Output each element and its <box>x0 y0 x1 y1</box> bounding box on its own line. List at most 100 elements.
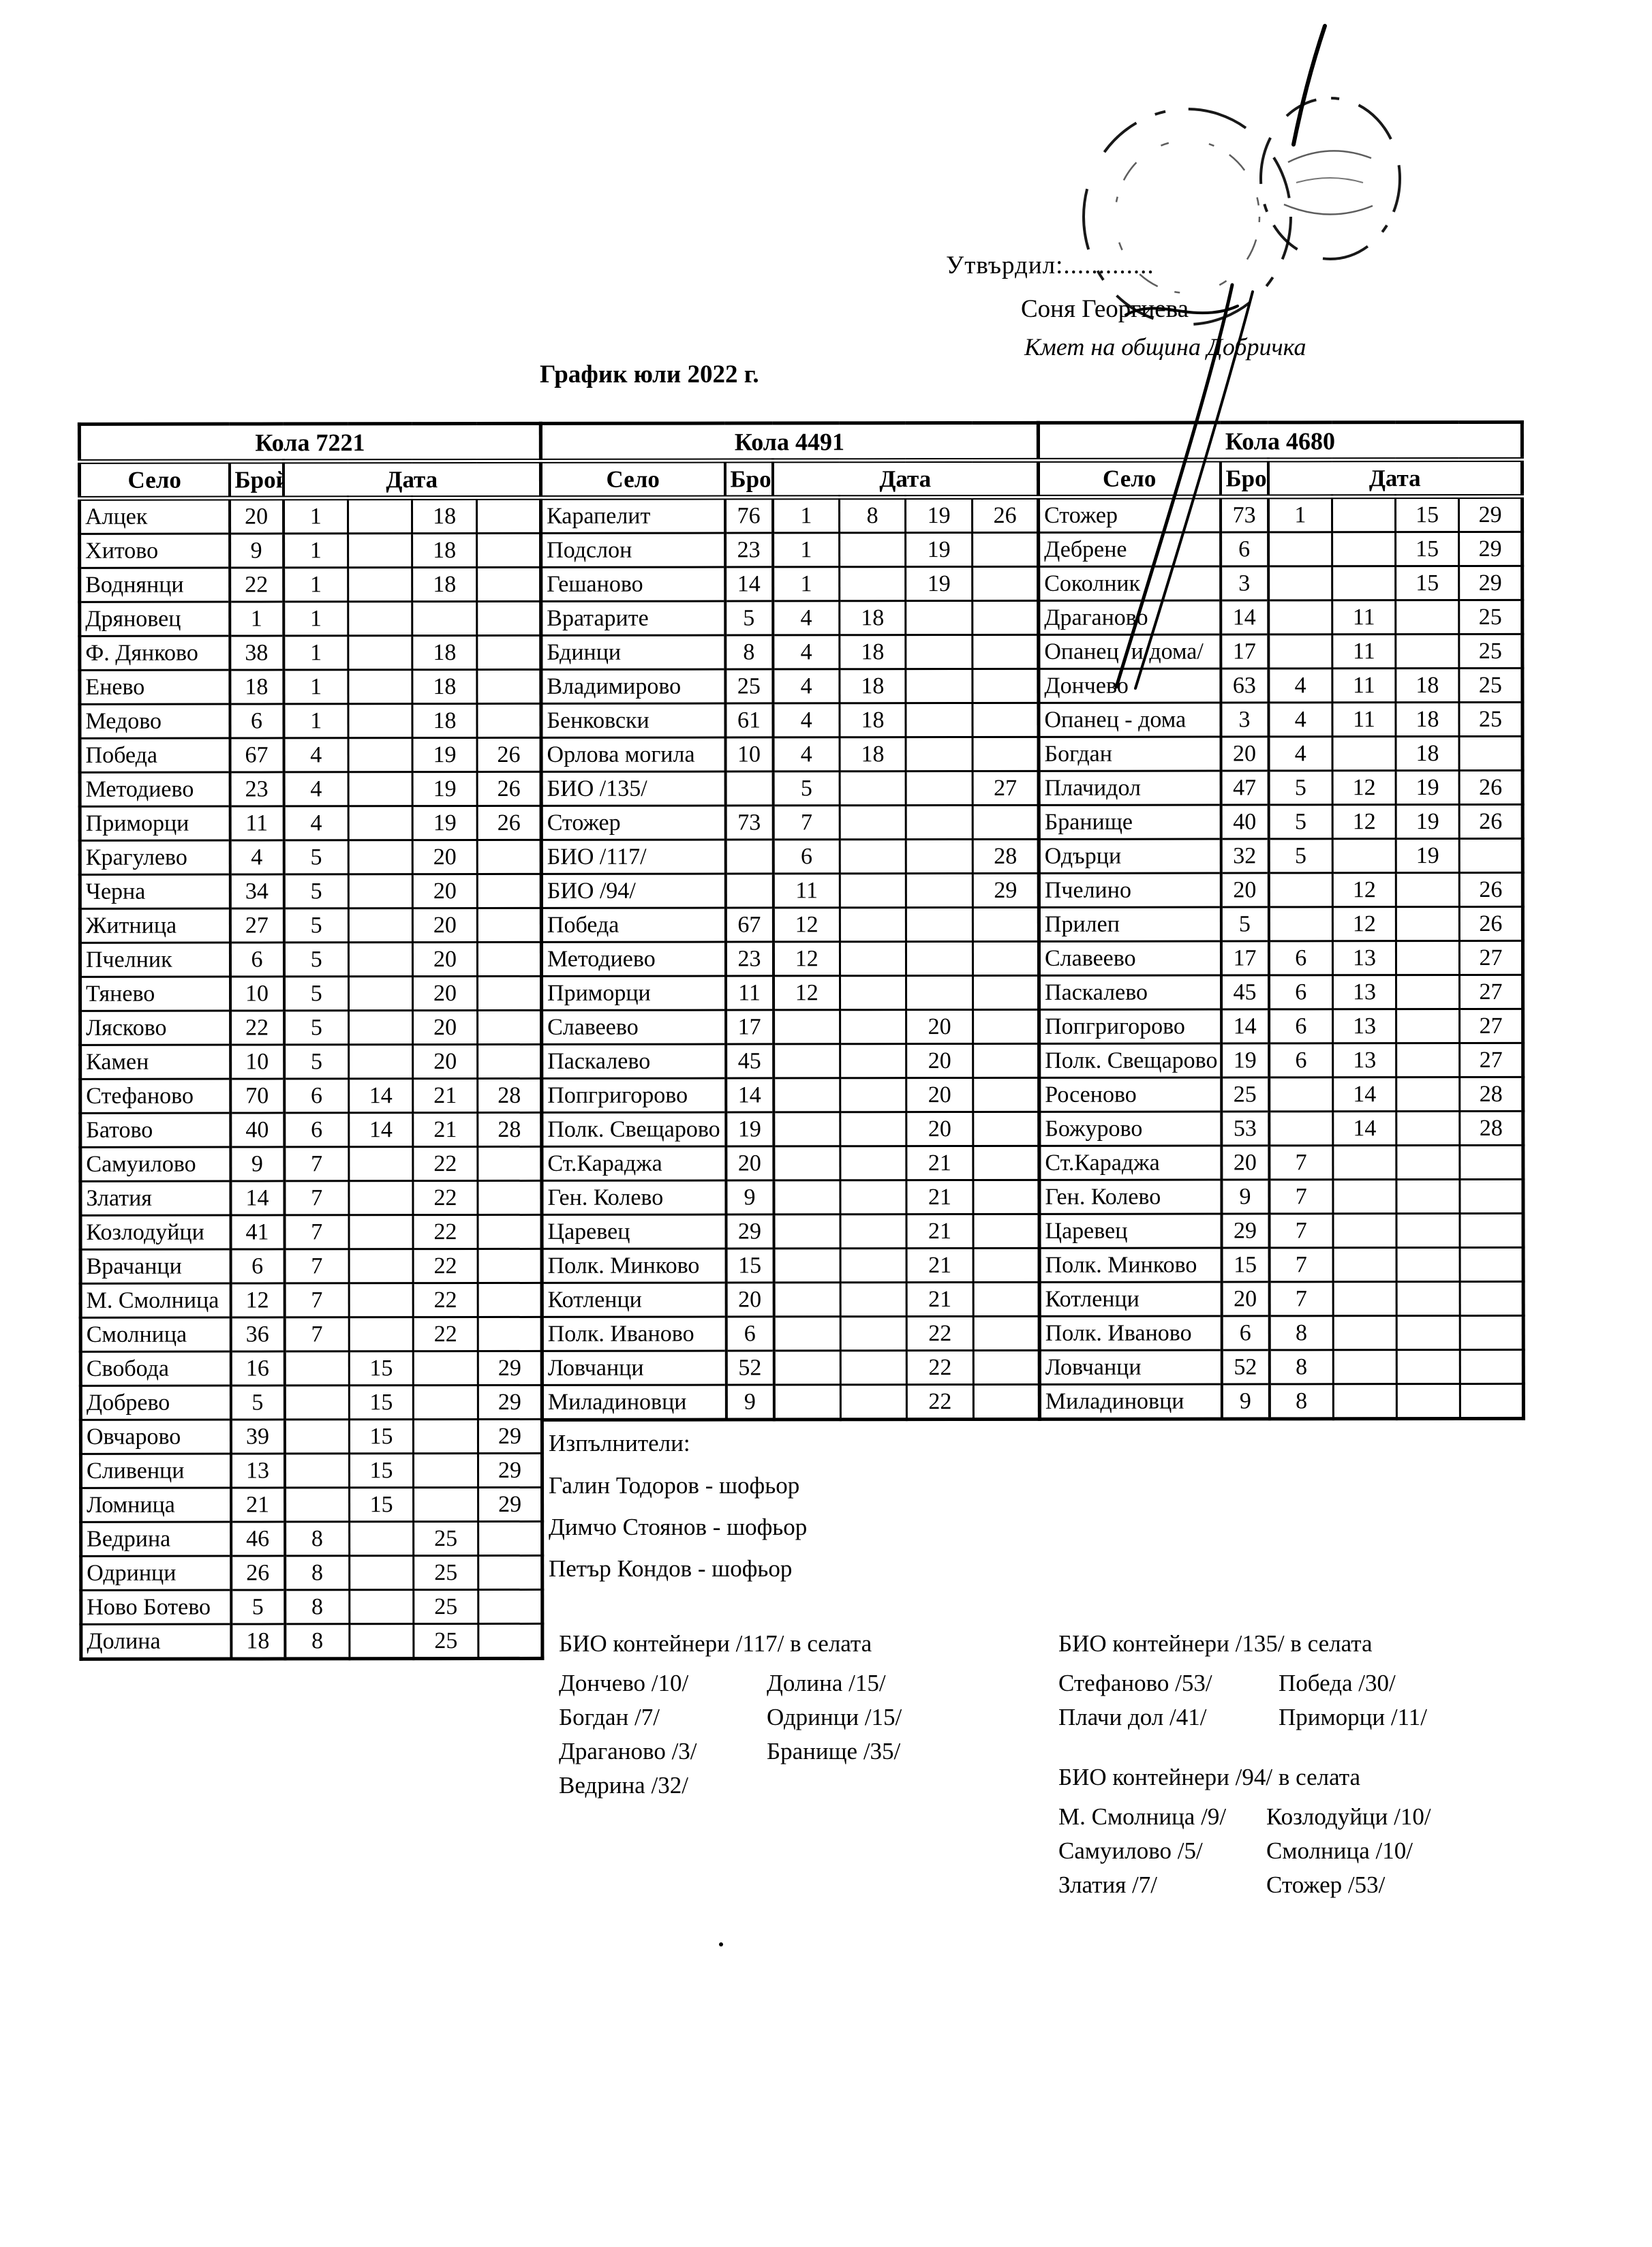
date-cell: 6 <box>1268 941 1333 975</box>
date-cell <box>349 1589 414 1624</box>
bio-column: Долина /15/Одринци /15/Бранище /35/ <box>767 1670 902 1806</box>
village-cell: Миладиновци <box>1039 1384 1222 1420</box>
date-cell: 21 <box>906 1180 973 1214</box>
count-cell: 9 <box>1221 1179 1269 1214</box>
village-cell: Стефаново <box>80 1079 230 1114</box>
scan-speck <box>719 1942 723 1946</box>
date-cell: 7 <box>284 1283 350 1317</box>
date-cell: 21 <box>412 1112 478 1147</box>
date-cell <box>773 1146 840 1180</box>
count-column-header: Брой <box>229 461 284 499</box>
village-cell: Владимирово <box>540 669 725 704</box>
village-cell: Ловчанци <box>542 1351 726 1386</box>
count-cell: 36 <box>230 1317 285 1352</box>
table-row: Черна 34 5 20 <box>80 874 542 909</box>
count-cell: 9 <box>726 1384 774 1420</box>
page-title: График юли 2022 г. <box>540 361 759 388</box>
date-cell <box>349 1623 414 1659</box>
date-cell: 8 <box>1269 1384 1334 1419</box>
date-cell <box>1268 906 1333 941</box>
village-cell: Паскалево <box>541 1044 726 1079</box>
count-cell: 70 <box>230 1078 284 1114</box>
date-cell: 25 <box>1458 634 1523 669</box>
count-cell: 20 <box>1221 872 1269 908</box>
date-cell <box>1395 600 1459 635</box>
date-cell: 26 <box>477 771 542 806</box>
date-cell <box>413 1453 478 1488</box>
village-cell: Самуилово <box>80 1147 230 1182</box>
executor-item: Димчо Стоянов - шофьор <box>549 1514 808 1540</box>
table-row: Опанец - дома 3 4 11 18 25 <box>1038 702 1523 737</box>
date-cell: 4 <box>772 635 840 669</box>
date-cell: 4 <box>773 737 840 771</box>
table-row: Паскалево 45 6 13 27 <box>1039 975 1523 1010</box>
date-cell: 1 <box>283 669 348 704</box>
bio-column: Стефаново /53/Плачи дол /41/ <box>1058 1670 1279 1738</box>
village-cell: Соколник <box>1038 566 1221 601</box>
date-cell: 1 <box>772 566 840 601</box>
table-row: Полк. Минково 15 21 <box>542 1248 1040 1283</box>
date-cell: 4 <box>1268 702 1333 737</box>
date-cell: 12 <box>773 907 840 942</box>
date-cell <box>973 1112 1039 1146</box>
village-cell: Пчелино <box>1039 873 1221 908</box>
bio-section-2: БИО контейнери /135/ в селата Стефаново /… <box>1058 1630 1427 1738</box>
village-cell: Дебрене <box>1038 532 1221 567</box>
date-cell: 14 <box>1332 1111 1396 1146</box>
date-cell <box>840 805 906 840</box>
village-column-header: Село <box>1038 460 1221 498</box>
table-row: Камен 10 5 20 <box>80 1044 542 1080</box>
table-row: Бдинци 8 4 18 <box>540 635 1039 670</box>
date-cell: 7 <box>1269 1281 1334 1316</box>
bio-item: Драганово /3/ <box>559 1738 697 1764</box>
date-cell: 1 <box>283 567 348 602</box>
table-row: Плачидол 47 5 12 19 26 <box>1039 770 1523 806</box>
date-cell <box>348 1214 414 1249</box>
date-cell: 15 <box>349 1351 414 1386</box>
date-cell: 5 <box>1268 770 1333 805</box>
village-cell: Овчарово <box>80 1420 231 1454</box>
date-cell: 7 <box>284 1146 349 1181</box>
count-cell: 11 <box>230 806 284 841</box>
date-cell: 21 <box>412 1078 478 1113</box>
date-cell: 20 <box>412 908 478 943</box>
table-row: Славеево 17 20 <box>541 1009 1039 1045</box>
date-cell: 19 <box>412 737 478 772</box>
date-cell <box>478 1249 542 1283</box>
bio-item: Ведрина /32/ <box>559 1772 688 1799</box>
date-cell: 26 <box>477 806 542 840</box>
village-cell: Одърци <box>1039 839 1221 874</box>
date-cell <box>348 1010 413 1045</box>
date-cell: 18 <box>412 533 477 568</box>
date-cell <box>839 532 906 567</box>
table-row: Ведрина 46 8 25 <box>80 1521 542 1557</box>
date-cell: 8 <box>1269 1349 1334 1384</box>
date-cell: 7 <box>1268 1145 1333 1180</box>
date-cell: 1 <box>283 635 348 670</box>
date-cell: 1 <box>283 601 348 636</box>
date-cell: 22 <box>412 1146 478 1181</box>
village-column-header: Село <box>79 461 230 499</box>
date-cell: 28 <box>1459 1077 1523 1112</box>
date-cell: 29 <box>478 1487 542 1522</box>
date-cell: 5 <box>773 771 840 806</box>
date-cell <box>1332 532 1396 566</box>
date-cell: 19 <box>905 566 973 601</box>
count-cell: 27 <box>230 908 284 943</box>
date-cell <box>1459 1179 1524 1214</box>
count-cell: 1 <box>229 601 284 637</box>
date-cell <box>840 839 906 874</box>
village-cell: Методиево <box>541 942 726 977</box>
date-cell <box>348 635 412 670</box>
count-cell <box>725 839 774 874</box>
count-cell: 14 <box>725 1077 774 1113</box>
village-cell: Подслон <box>540 533 725 568</box>
village-cell: М. Смолница <box>80 1283 231 1318</box>
date-cell <box>1333 1384 1397 1419</box>
table-row: Одринци 26 8 25 <box>80 1555 542 1591</box>
date-cell <box>906 975 973 1010</box>
bio-item: Стефаново /53/ <box>1058 1670 1212 1696</box>
date-cell <box>1396 1077 1460 1112</box>
village-cell: Божурово <box>1039 1111 1221 1146</box>
